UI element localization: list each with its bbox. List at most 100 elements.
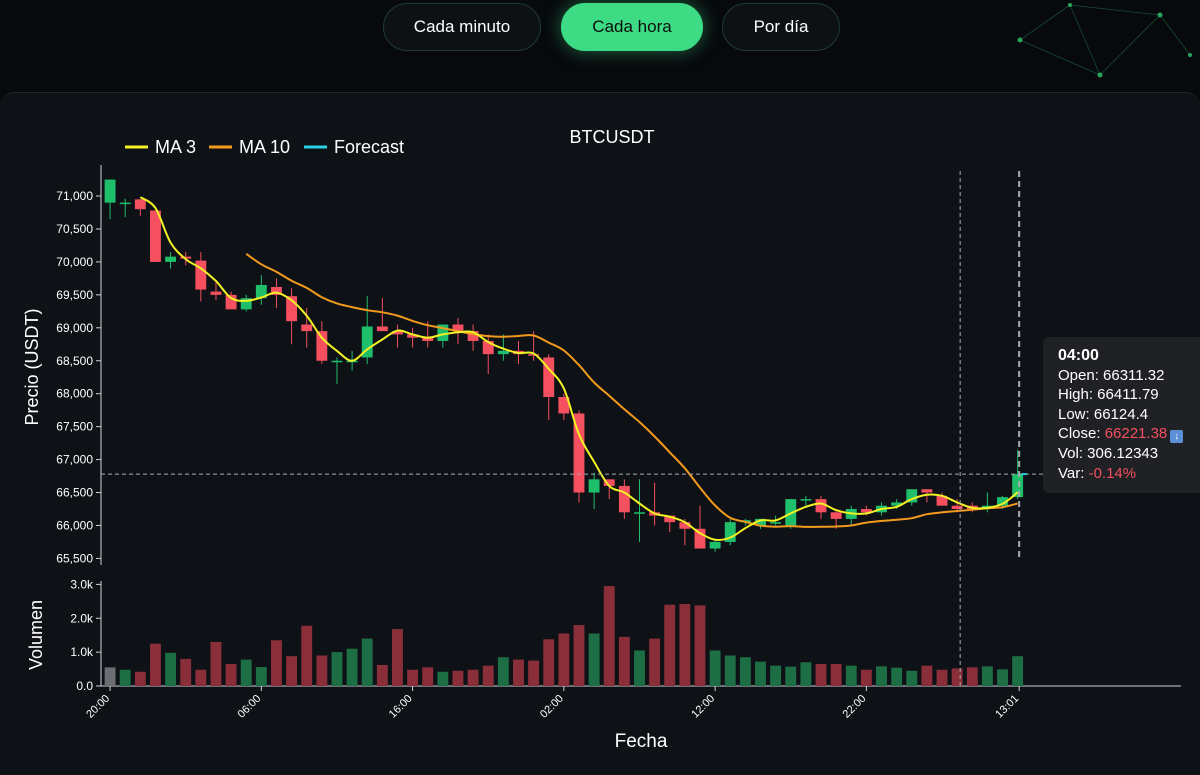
candle bbox=[845, 505, 857, 526]
candle bbox=[558, 393, 570, 421]
volume-bar bbox=[634, 650, 645, 686]
tab-cada-hora[interactable]: Cada hora bbox=[561, 3, 703, 51]
volume-bar bbox=[921, 665, 933, 686]
candle-body bbox=[150, 210, 161, 262]
candle-body bbox=[316, 331, 328, 361]
legend-ma3-label: MA 3 bbox=[155, 137, 196, 157]
volume-axis-label: Volumen bbox=[26, 600, 46, 670]
volume-bar bbox=[150, 643, 161, 686]
candle bbox=[1012, 449, 1024, 500]
candle bbox=[225, 291, 237, 310]
tooltip-var-label: Var: bbox=[1058, 464, 1089, 482]
time-tick-label: 12:00 bbox=[689, 693, 717, 721]
price-tick-label: 66,000 bbox=[56, 518, 93, 532]
candle-body bbox=[618, 485, 630, 513]
ma3-line bbox=[139, 196, 1019, 542]
candle bbox=[815, 495, 827, 519]
candle bbox=[543, 354, 555, 421]
price-tick-label: 65,500 bbox=[56, 551, 93, 565]
volume-bar bbox=[800, 662, 812, 686]
tooltip-close-label: Close: bbox=[1058, 425, 1105, 443]
tooltip-high: High: 66411.79 bbox=[1058, 386, 1159, 404]
candle-body bbox=[951, 505, 963, 509]
tooltip-var-value: -0.14% bbox=[1088, 464, 1137, 482]
volume-bar bbox=[997, 669, 1008, 686]
candle-body bbox=[921, 489, 933, 493]
price-tick-label: 71,000 bbox=[56, 189, 93, 203]
btcusdt-chart[interactable]: BTCUSDT MA 3 MA 10 Forecast Precio (USDT… bbox=[0, 93, 1200, 775]
candle-body bbox=[936, 495, 948, 506]
candle bbox=[376, 298, 388, 332]
candle bbox=[361, 296, 373, 365]
chart-title: BTCUSDT bbox=[570, 127, 655, 147]
candle bbox=[210, 281, 222, 301]
tab-por-dia[interactable]: Por día bbox=[722, 3, 840, 51]
volume-bar bbox=[770, 665, 782, 686]
volume-bar bbox=[240, 659, 252, 686]
candle-body bbox=[815, 499, 827, 513]
candle-body bbox=[770, 522, 782, 524]
volume-bar bbox=[316, 655, 328, 686]
candlesticks bbox=[104, 179, 1024, 552]
candle-body bbox=[134, 199, 146, 210]
volume-bar bbox=[528, 660, 540, 686]
volume-bar bbox=[331, 652, 343, 686]
candle-body bbox=[906, 489, 918, 503]
ma10-line bbox=[245, 252, 1018, 528]
volume-bar bbox=[180, 658, 192, 686]
volume-bar bbox=[286, 656, 298, 686]
candle bbox=[724, 518, 736, 546]
price-tick-label: 68,000 bbox=[56, 387, 93, 401]
candle bbox=[286, 288, 298, 345]
candle-body bbox=[104, 179, 116, 203]
candle-body bbox=[558, 396, 570, 414]
tab-cada-minuto[interactable]: Cada minuto bbox=[383, 3, 541, 51]
price-axis: 65,500 66,000 66,500 67,000 67,500 68,000 68,5… bbox=[56, 165, 102, 565]
volume-tick-label: 3.0k bbox=[70, 577, 94, 591]
volume-bar bbox=[482, 665, 494, 686]
candle-body bbox=[830, 512, 842, 519]
candle-body bbox=[800, 499, 812, 501]
volume-bar bbox=[981, 666, 993, 686]
candle bbox=[134, 199, 146, 216]
volume-bar bbox=[407, 669, 419, 686]
volume-bar bbox=[724, 655, 736, 686]
volume-bar bbox=[210, 641, 222, 686]
legend: MA 3 MA 10 Forecast bbox=[125, 137, 404, 157]
candle bbox=[694, 505, 706, 549]
candle-body bbox=[165, 256, 177, 262]
candle bbox=[709, 538, 721, 552]
volume-bar bbox=[452, 670, 464, 686]
candle-body bbox=[180, 256, 192, 259]
volume-bar bbox=[755, 661, 766, 686]
volume-bar bbox=[739, 657, 751, 686]
candle-body bbox=[543, 357, 555, 397]
candle bbox=[301, 308, 313, 348]
price-tick-label: 67,500 bbox=[56, 420, 93, 434]
volume-bar bbox=[558, 633, 570, 686]
candle bbox=[664, 515, 676, 533]
volume-bar bbox=[271, 640, 282, 686]
volume-bar bbox=[876, 666, 887, 686]
candle bbox=[800, 495, 812, 506]
candle-body bbox=[528, 354, 540, 356]
volume-bar bbox=[664, 604, 676, 686]
candle-body bbox=[634, 512, 645, 514]
volume-bar bbox=[195, 669, 207, 686]
volume-bar bbox=[392, 629, 403, 686]
volume-bar bbox=[815, 663, 827, 686]
candle bbox=[165, 252, 177, 269]
candle bbox=[588, 472, 600, 509]
candle bbox=[331, 357, 343, 384]
volume-bar bbox=[649, 638, 661, 686]
candle-body bbox=[891, 502, 903, 506]
candle-body bbox=[271, 286, 282, 295]
volume-bar bbox=[830, 663, 842, 686]
volume-bar bbox=[467, 669, 479, 686]
price-tick-label: 66,500 bbox=[56, 486, 93, 500]
candle bbox=[830, 508, 842, 529]
candle bbox=[921, 489, 933, 503]
price-tick-label: 70,000 bbox=[56, 255, 93, 269]
volume-bar bbox=[891, 667, 903, 686]
moving-average-lines bbox=[139, 196, 1019, 542]
